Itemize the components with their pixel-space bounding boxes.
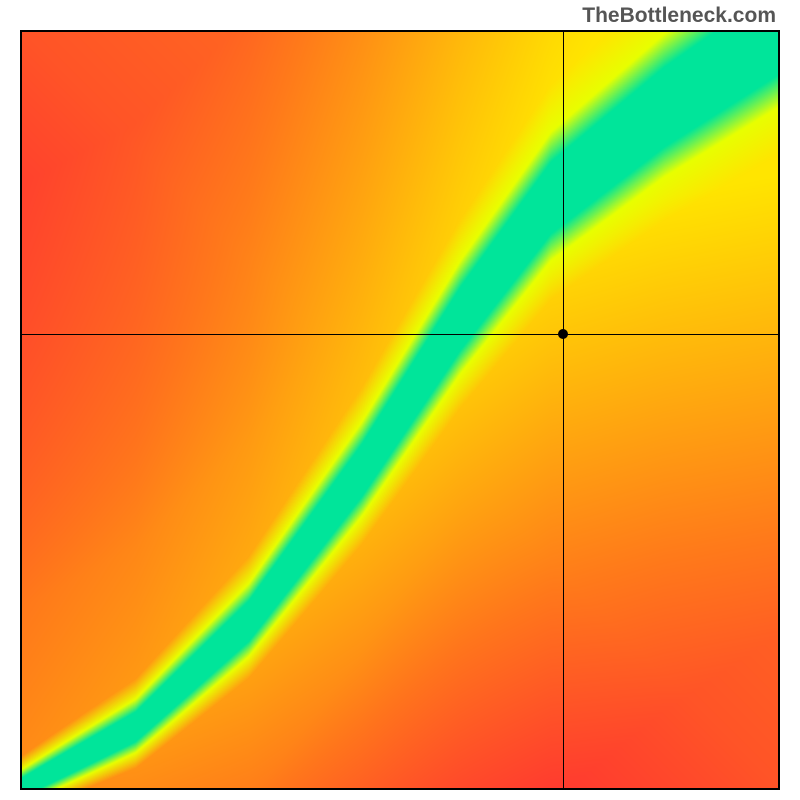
crosshair-vertical — [563, 32, 564, 788]
watermark-text: TheBottleneck.com — [582, 4, 776, 28]
heatmap-canvas — [22, 32, 778, 788]
marker-dot — [558, 329, 568, 339]
chart-container: TheBottleneck.com — [0, 0, 800, 800]
crosshair-horizontal — [22, 334, 778, 335]
plot-area — [20, 30, 780, 790]
